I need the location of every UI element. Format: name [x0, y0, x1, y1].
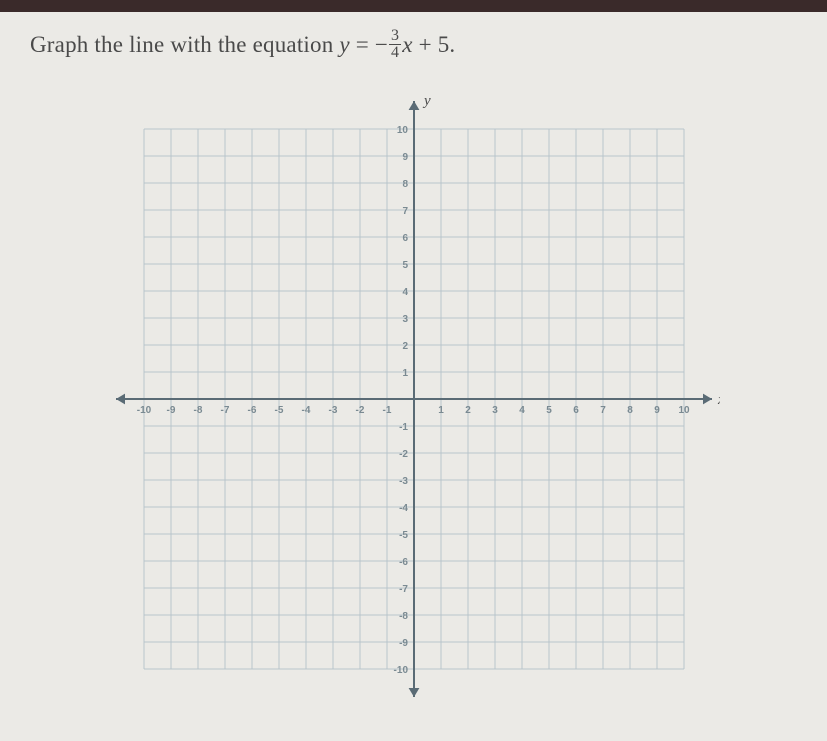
svg-text:-2: -2 — [355, 405, 364, 416]
svg-text:-8: -8 — [399, 611, 408, 622]
svg-text:3: 3 — [492, 405, 498, 416]
eq-rhs-var: x — [402, 32, 412, 57]
svg-text:10: 10 — [396, 125, 408, 136]
svg-text:-10: -10 — [136, 405, 151, 416]
svg-text:7: 7 — [600, 405, 606, 416]
question-prefix: Graph the line with the equation — [30, 32, 339, 57]
window-top-bar — [0, 0, 827, 12]
svg-text:8: 8 — [402, 179, 408, 190]
svg-text:5: 5 — [402, 260, 408, 271]
svg-text:-2: -2 — [399, 449, 408, 460]
eq-lhs: y — [339, 32, 349, 57]
eq-frac-den: 4 — [389, 45, 401, 61]
svg-text:4: 4 — [519, 405, 525, 416]
svg-text:7: 7 — [402, 206, 408, 217]
svg-text:8: 8 — [627, 405, 633, 416]
question-text: Graph the line with the equation y = −34… — [30, 30, 797, 63]
svg-text:-9: -9 — [166, 405, 175, 416]
svg-text:2: 2 — [402, 341, 408, 352]
svg-text:3: 3 — [402, 314, 408, 325]
svg-text:9: 9 — [402, 152, 408, 163]
svg-text:10: 10 — [678, 405, 690, 416]
svg-text:-5: -5 — [399, 530, 408, 541]
svg-text:-10: -10 — [393, 665, 408, 676]
eq-frac-num: 3 — [389, 28, 401, 45]
svg-text:1: 1 — [438, 405, 444, 416]
svg-text:-4: -4 — [301, 405, 310, 416]
svg-text:2: 2 — [465, 405, 471, 416]
svg-text:-1: -1 — [382, 405, 391, 416]
svg-text:-1: -1 — [399, 422, 408, 433]
eq-equals: = — [350, 32, 375, 57]
svg-text:-6: -6 — [399, 557, 408, 568]
svg-text:-4: -4 — [399, 503, 408, 514]
eq-fraction: 34 — [389, 28, 401, 61]
svg-text:5: 5 — [546, 405, 552, 416]
eq-const: + 5. — [413, 32, 456, 57]
svg-text:6: 6 — [402, 233, 408, 244]
svg-text:-9: -9 — [399, 638, 408, 649]
svg-text:4: 4 — [402, 287, 408, 298]
coordinate-grid[interactable]: -10 -9 -8 -7 -6 -5 -4 -3 -2 -1 1 2 3 4 5 6 7 8 9 10 1 2 3 4 5 6 7 8… — [108, 93, 720, 705]
eq-neg: − — [375, 32, 388, 57]
page-content: Graph the line with the equation y = −34… — [0, 12, 827, 705]
y-axis-label: y — [422, 93, 431, 109]
svg-text:6: 6 — [573, 405, 579, 416]
svg-text:9: 9 — [654, 405, 660, 416]
svg-text:-7: -7 — [399, 584, 408, 595]
svg-text:-6: -6 — [247, 405, 256, 416]
x-axis-label: x — [717, 392, 720, 408]
svg-text:-8: -8 — [193, 405, 202, 416]
svg-text:-3: -3 — [399, 476, 408, 487]
graph-container: -10 -9 -8 -7 -6 -5 -4 -3 -2 -1 1 2 3 4 5 6 7 8 9 10 1 2 3 4 5 6 7 8… — [30, 93, 797, 705]
svg-text:1: 1 — [402, 368, 408, 379]
svg-text:-7: -7 — [220, 405, 229, 416]
svg-text:-5: -5 — [274, 405, 283, 416]
svg-text:-3: -3 — [328, 405, 337, 416]
